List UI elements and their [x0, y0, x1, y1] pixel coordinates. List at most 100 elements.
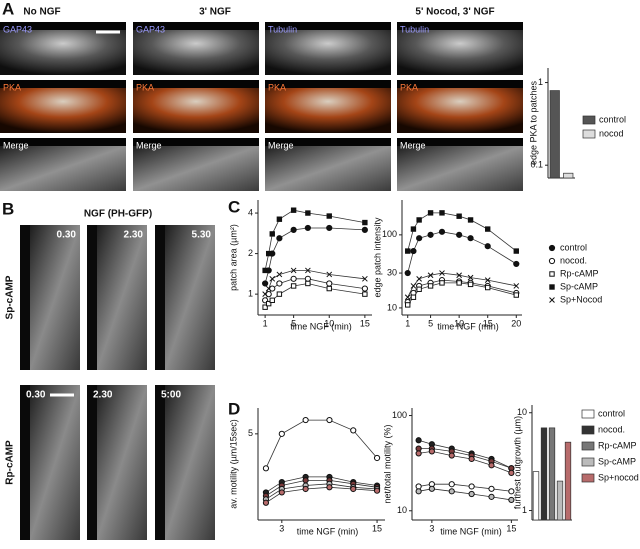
y-axis-label: edge PKA to patches	[528, 80, 538, 165]
point	[513, 260, 520, 268]
time-label: 0.30	[57, 230, 77, 241]
micrograph-signal	[133, 30, 259, 75]
time-label: 5:00	[161, 390, 181, 401]
micrograph-signal	[97, 385, 147, 540]
bar	[549, 90, 560, 179]
micrograph-signal	[133, 88, 259, 133]
y-axis-label: patch area (µm²)	[228, 224, 238, 291]
legend-marker	[548, 257, 556, 265]
legend-label: control	[599, 114, 626, 124]
point	[290, 207, 297, 213]
image-label: Tubulin	[400, 24, 429, 34]
point	[302, 416, 309, 424]
series-line	[407, 272, 517, 298]
panel-letter: D	[228, 399, 240, 418]
point	[265, 250, 272, 257]
image-label: GAP43	[136, 24, 165, 34]
point	[290, 226, 297, 233]
point	[508, 469, 515, 476]
time-label: 2.30	[124, 230, 144, 241]
micrograph-signal	[97, 225, 147, 370]
point	[373, 487, 381, 494]
point	[439, 280, 445, 286]
x-tick-label: 10	[324, 318, 334, 328]
point	[416, 235, 423, 242]
point	[427, 231, 434, 238]
point	[415, 450, 422, 457]
micrograph-signal	[265, 146, 391, 191]
image-label: Merge	[3, 140, 29, 150]
image-label: Merge	[400, 140, 426, 150]
point	[488, 493, 495, 500]
image-label: Merge	[268, 140, 294, 150]
point	[410, 226, 417, 232]
column-header: 5' Nocod, 3' NGF	[415, 7, 494, 18]
series-line	[265, 476, 378, 493]
y-tick-label: 1	[522, 505, 527, 515]
bar	[563, 172, 574, 179]
point	[326, 224, 333, 232]
legend-swatch	[581, 473, 595, 483]
image-label: Merge	[136, 140, 162, 150]
image-label: PKA	[400, 82, 418, 92]
point	[326, 484, 333, 491]
x-axis-label: time NGF (min)	[290, 321, 352, 331]
point	[467, 235, 474, 242]
point	[438, 228, 446, 235]
time-label: 5.30	[192, 230, 212, 241]
point	[305, 210, 311, 216]
legend-marker	[549, 284, 555, 290]
micrograph-signal	[0, 30, 126, 75]
point	[362, 291, 368, 297]
image-label: Tubulin	[268, 24, 297, 34]
point	[269, 231, 275, 237]
y-tick-label: 10	[387, 302, 397, 312]
point	[265, 291, 272, 298]
point	[278, 430, 285, 437]
point	[484, 243, 491, 250]
point	[428, 485, 435, 492]
legend-swatch	[581, 425, 595, 435]
point	[361, 226, 368, 233]
micrograph-signal	[397, 30, 523, 75]
y-tick-label: 10	[397, 505, 407, 515]
x-tick-label: 15	[360, 318, 370, 328]
x-tick-label: 5	[428, 318, 433, 328]
legend-label: control	[598, 408, 625, 418]
micrograph-signal	[0, 146, 126, 191]
point	[468, 490, 475, 498]
image-label: PKA	[3, 82, 21, 92]
legend-marker	[549, 297, 555, 303]
y-axis-label: edge patch intensity	[372, 217, 382, 298]
legend-swatch	[582, 115, 596, 125]
y-axis-label: furthest outgrowth (µm)	[512, 416, 522, 509]
point	[456, 280, 462, 286]
x-tick-label: 15	[483, 318, 493, 328]
point	[468, 483, 475, 490]
point	[276, 291, 283, 297]
series-line	[407, 282, 517, 306]
legend-label: control	[560, 242, 587, 252]
point	[439, 270, 445, 276]
series-line	[407, 231, 517, 274]
y-axis-label: av. motility (µm/15sec)	[228, 419, 238, 509]
point	[326, 271, 333, 278]
point	[290, 267, 297, 274]
point	[276, 235, 283, 242]
point	[305, 280, 311, 287]
legend-label: Rp-cAMP	[598, 440, 637, 450]
point	[326, 416, 333, 424]
x-tick-label: 1	[405, 318, 410, 328]
legend-swatch	[581, 441, 595, 451]
point	[290, 283, 297, 289]
bar	[548, 427, 556, 521]
point	[439, 210, 445, 216]
y-tick-label: 1	[538, 77, 543, 87]
legend-label: Sp-cAMP	[598, 456, 636, 466]
point	[269, 285, 276, 292]
legend-swatch	[582, 129, 596, 139]
point	[350, 485, 357, 493]
micrograph-signal	[165, 385, 215, 540]
row-label: Sp-cAMP	[5, 275, 16, 319]
